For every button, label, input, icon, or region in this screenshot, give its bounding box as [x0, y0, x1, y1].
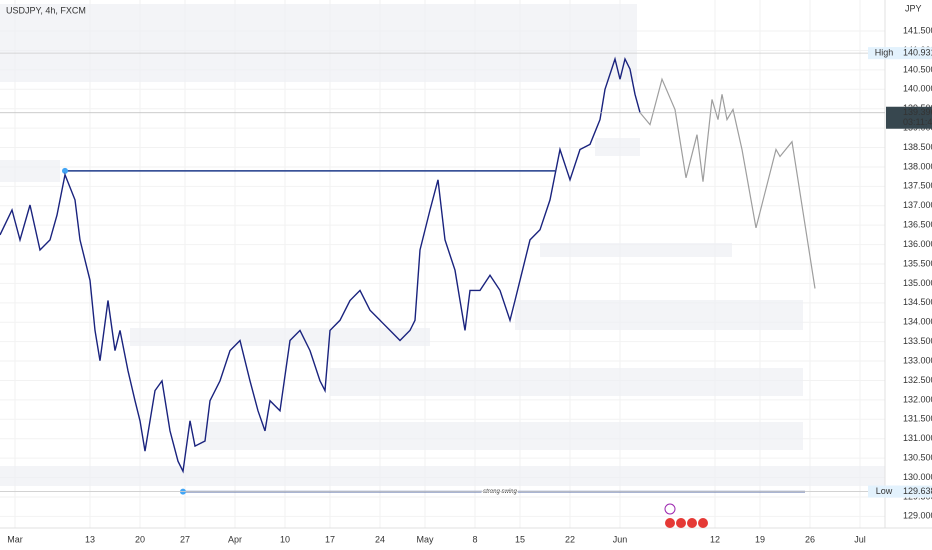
y-tick-label: 135.500 — [903, 258, 932, 268]
y-tick-label: 134.500 — [903, 297, 932, 307]
swing-point — [62, 167, 68, 174]
y-tick-label: 132.000 — [903, 394, 932, 404]
zone — [200, 422, 803, 450]
axis-label: JPY — [905, 3, 922, 13]
zone — [595, 138, 640, 156]
y-tick-label: 140.500 — [903, 64, 932, 74]
price-line — [0, 56, 641, 474]
x-tick-label: Jul — [854, 534, 866, 544]
price-tag-label: 139.396 — [903, 107, 932, 117]
y-tick-label: 135.000 — [903, 278, 932, 288]
x-tick-label: 15 — [515, 534, 525, 544]
price-tag-name-bg — [868, 485, 900, 498]
price-tag — [886, 106, 932, 129]
zone — [0, 52, 637, 82]
y-tick-label: 140.000 — [903, 84, 932, 94]
icon — [687, 518, 697, 528]
x-tick-label: May — [416, 534, 434, 544]
price-tag-name: Low — [876, 486, 893, 496]
x-tick-label: Apr — [228, 534, 242, 544]
price-tag-label: 129.638 — [903, 486, 932, 496]
y-tick-label: 141.500 — [903, 25, 932, 35]
y-tick-label: 138.500 — [903, 142, 932, 152]
x-tick-label: 19 — [755, 534, 765, 544]
y-tick-label: 137.000 — [903, 200, 932, 210]
x-tick-label: 13 — [85, 534, 95, 544]
price-tag-name: High — [875, 48, 894, 58]
y-tick-label: 136.500 — [903, 220, 932, 230]
x-tick-label: 10 — [280, 534, 290, 544]
y-tick-label: 132.500 — [903, 375, 932, 385]
zone — [0, 466, 885, 486]
y-tick-label: 130.000 — [903, 472, 932, 482]
icon — [665, 518, 675, 528]
icon — [664, 503, 676, 515]
y-tick-label: 134.000 — [903, 317, 932, 327]
y-tick-label: 129.000 — [903, 511, 932, 521]
y-tick-label: 133.000 — [903, 355, 932, 365]
countdown: 03:11:48 — [903, 117, 932, 127]
x-tick-label: 12 — [710, 534, 720, 544]
price-line — [639, 77, 816, 289]
x-tick-label: 24 — [375, 534, 385, 544]
x-tick-label: 17 — [325, 534, 335, 544]
zones — [0, 4, 885, 486]
y-tick-label: 131.000 — [903, 433, 932, 443]
y-tick-label: 133.500 — [903, 336, 932, 346]
icon — [676, 518, 686, 528]
x-tick-label: 8 — [472, 534, 477, 544]
y-tick-label: 137.500 — [903, 181, 932, 191]
zone — [515, 300, 803, 330]
x-tick-label: Mar — [7, 534, 23, 544]
price-tag-name-bg — [868, 47, 900, 60]
zone — [0, 4, 637, 52]
y-tick-label: 138.000 — [903, 161, 932, 171]
price-tag-label: 140.931 — [903, 48, 932, 58]
y-tick-label: 130.500 — [903, 452, 932, 462]
x-tick-label: 20 — [135, 534, 145, 544]
annotation: strong swing — [483, 489, 517, 495]
x-tick-label: 27 — [180, 534, 190, 544]
zone — [0, 160, 60, 182]
zone — [540, 243, 732, 257]
x-tick-label: 22 — [565, 534, 575, 544]
y-tick-label: 136.000 — [903, 239, 932, 249]
y-tick-label: 131.500 — [903, 414, 932, 424]
x-tick-label: Jun — [613, 534, 628, 544]
icon — [698, 518, 708, 528]
zone — [130, 328, 430, 346]
event-icons — [664, 503, 708, 528]
chart-title: USDJPY, 4h, FXCM — [6, 5, 86, 15]
zone — [330, 368, 803, 396]
x-tick-label: 26 — [805, 534, 815, 544]
